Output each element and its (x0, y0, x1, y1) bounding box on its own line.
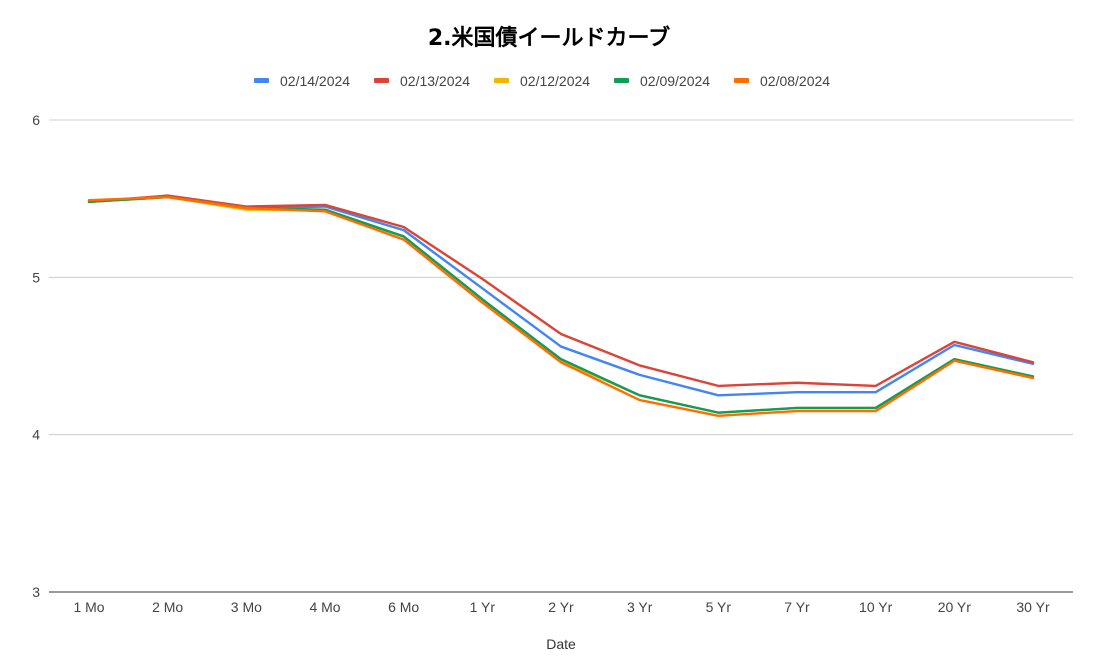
x-axis-labels: 1 Mo 2 Mo 3 Mo 4 Mo 6 Mo 1 Yr 2 Yr 3 Yr 5 Yr 7 Yr… (73, 599, 1050, 615)
y-tick-label: 6 (32, 112, 40, 128)
legend-swatch (494, 78, 509, 83)
gridlines (49, 119, 1073, 593)
legend-label: 02/09/2024 (640, 73, 710, 89)
legend-label: 02/14/2024 (280, 73, 350, 89)
y-tick-label: 5 (32, 269, 40, 285)
x-tick-label: 6 Mo (388, 599, 419, 615)
x-tick-label: 4 Mo (309, 599, 340, 615)
series-line-4 (87, 195, 1035, 417)
legend-swatch (734, 78, 749, 83)
y-tick-label: 4 (32, 427, 40, 443)
series-line-3 (87, 195, 1035, 414)
x-tick-label: 1 Yr (470, 599, 496, 615)
legend-swatch (254, 78, 269, 83)
series-line-2 (87, 195, 1035, 414)
series-line-1 (87, 194, 1035, 388)
series-line-0 (87, 195, 1035, 397)
legend-label: 02/13/2024 (400, 73, 470, 89)
x-tick-label: 2 Mo (152, 599, 183, 615)
x-tick-label: 2 Yr (548, 599, 574, 615)
legend: 02/14/2024 02/13/2024 02/12/2024 02/09/2024… (254, 73, 830, 89)
legend-label: 02/12/2024 (520, 73, 590, 89)
x-tick-label: 3 Yr (627, 599, 653, 615)
legend-swatch (614, 78, 629, 83)
x-tick-label: 1 Mo (73, 599, 104, 615)
x-tick-label: 5 Yr (706, 599, 732, 615)
x-tick-label: 20 Yr (938, 599, 972, 615)
y-axis-labels: 3 4 5 6 (32, 112, 40, 600)
x-tick-label: 3 Mo (231, 599, 262, 615)
x-tick-label: 7 Yr (784, 599, 810, 615)
y-tick-label: 3 (32, 584, 40, 600)
x-tick-label: 30 Yr (1016, 599, 1050, 615)
legend-label: 02/08/2024 (760, 73, 830, 89)
chart-title: 2.米国債イールドカーブ (427, 26, 671, 51)
series-lines (87, 194, 1035, 417)
x-tick-label: 10 Yr (859, 599, 893, 615)
x-axis-title: Date (546, 636, 576, 652)
legend-swatch (374, 78, 389, 83)
